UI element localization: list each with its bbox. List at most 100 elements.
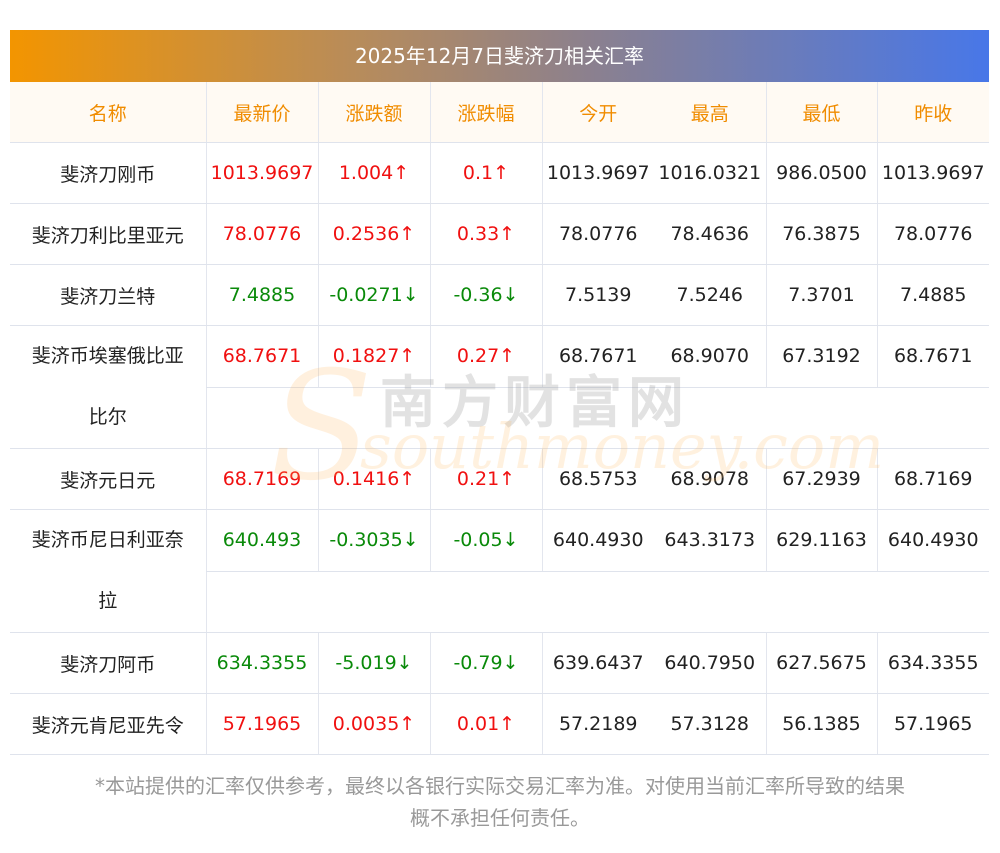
- currency-name-line: 斐济刀刚币: [60, 163, 156, 186]
- exchange-rate-table: 名称 最新价 涨跌额 涨跌幅 今开 最高 最低 昨收 斐济刀刚币 1013.969…: [10, 82, 989, 755]
- open-price: 78.0776: [541, 203, 654, 265]
- change-amount: -0.3035↓: [317, 509, 430, 572]
- prev-close: 640.4930: [876, 509, 989, 572]
- currency-name-line: 斐济刀兰特: [60, 285, 156, 308]
- high-price: 7.5246: [654, 264, 766, 326]
- header-latest: 最新价: [205, 82, 318, 143]
- open-price: 68.5753: [541, 448, 654, 510]
- change-percent: 0.1↑: [429, 142, 542, 204]
- open-price: 68.7671: [541, 325, 654, 388]
- header-low: 最低: [765, 82, 877, 143]
- latest-price: 634.3355: [205, 632, 318, 694]
- header-prev-close: 昨收: [876, 82, 989, 143]
- currency-name-line: 斐济币尼日利亚奈: [31, 529, 184, 551]
- change-amount: 0.0035↑: [317, 693, 430, 755]
- high-price: 68.9078: [654, 448, 766, 510]
- latest-price: 640.493: [205, 509, 318, 572]
- currency-name: 斐济刀利比里亚元: [10, 203, 206, 265]
- low-price: 7.3701: [765, 264, 877, 326]
- high-price: 68.9070: [654, 325, 766, 388]
- header-high: 最高: [654, 82, 766, 143]
- table-row: 斐济刀刚币 1013.9697 1.004↑ 0.1↑ 1013.9697 1016.03…: [10, 142, 989, 204]
- disclaimer-line-1: *本站提供的汇率仅供参考，最终以各银行实际交易汇率为准。对使用当前汇率所导致的结…: [95, 774, 905, 798]
- change-amount: 0.1827↑: [317, 325, 430, 388]
- change-amount: 1.004↑: [317, 142, 430, 204]
- prev-close: 1013.9697: [876, 142, 989, 204]
- prev-close: 7.4885: [876, 264, 989, 326]
- low-price: 76.3875: [765, 203, 877, 265]
- header-open: 今开: [541, 82, 654, 143]
- table-row: 斐济刀利比里亚元 78.0776 0.2536↑ 0.33↑ 78.0776 78.463…: [10, 203, 989, 265]
- change-percent: 0.33↑: [429, 203, 542, 265]
- low-price: 67.3192: [765, 325, 877, 388]
- table-header-row: 名称 最新价 涨跌额 涨跌幅 今开 最高 最低 昨收: [10, 82, 989, 143]
- change-percent: 0.27↑: [429, 325, 542, 388]
- header-percent: 涨跌幅: [429, 82, 542, 143]
- prev-close: 78.0776: [876, 203, 989, 265]
- high-price: 78.4636: [654, 203, 766, 265]
- open-price: 1013.9697: [541, 142, 654, 204]
- latest-price: 7.4885: [205, 264, 318, 326]
- open-price: 639.6437: [541, 632, 654, 694]
- change-percent: 0.21↑: [429, 448, 542, 510]
- change-amount: -0.0271↓: [317, 264, 430, 326]
- low-price: 67.2939: [765, 448, 877, 510]
- currency-name-line: 斐济币埃塞俄比亚: [31, 345, 184, 367]
- table-row-continuation: [10, 387, 989, 449]
- table-row: 斐济刀阿币 634.3355 -5.019↓ -0.79↓ 639.6437 640.79…: [10, 632, 989, 694]
- disclaimer: *本站提供的汇率仅供参考，最终以各银行实际交易汇率为准。对使用当前汇率所导致的结…: [0, 770, 1000, 834]
- high-price: 1016.0321: [654, 142, 766, 204]
- currency-name: 斐济刀兰特: [10, 264, 206, 326]
- empty-cell: [205, 387, 989, 449]
- currency-name: 斐济刀刚币: [10, 142, 206, 204]
- currency-name-line: 斐济刀利比里亚元: [31, 224, 184, 247]
- open-price: 640.4930: [541, 509, 654, 572]
- currency-name-line: 斐济元肯尼亚先令: [31, 714, 184, 737]
- latest-price: 78.0776: [205, 203, 318, 265]
- currency-name: 斐济刀阿币: [10, 632, 206, 694]
- latest-price: 68.7169: [205, 448, 318, 510]
- page-title: 2025年12月7日斐济刀相关汇率: [10, 30, 989, 82]
- change-amount: 0.2536↑: [317, 203, 430, 265]
- currency-name: 斐济币尼日利亚奈拉: [10, 509, 206, 633]
- open-price: 57.2189: [541, 693, 654, 755]
- currency-name: 斐济币埃塞俄比亚 比尔: [10, 325, 206, 449]
- prev-close: 68.7169: [876, 448, 989, 510]
- low-price: 629.1163: [765, 509, 877, 572]
- change-percent: -0.05↓: [429, 509, 542, 572]
- disclaimer-line-2: 概不承担任何责任。: [410, 806, 590, 830]
- high-price: 57.3128: [654, 693, 766, 755]
- currency-name-line: 斐济元日元: [60, 469, 156, 492]
- table-row: 斐济刀兰特 7.4885 -0.0271↓ -0.36↓ 7.5139 7.5246 7.3…: [10, 264, 989, 326]
- high-price: 643.3173: [654, 509, 766, 572]
- latest-price: 1013.9697: [205, 142, 318, 204]
- table-row-continuation: [10, 571, 989, 633]
- high-price: 640.7950: [654, 632, 766, 694]
- low-price: 56.1385: [765, 693, 877, 755]
- low-price: 627.5675: [765, 632, 877, 694]
- prev-close: 68.7671: [876, 325, 989, 388]
- latest-price: 57.1965: [205, 693, 318, 755]
- table-row: 斐济元肯尼亚先令 57.1965 0.0035↑ 0.01↑ 57.2189 57.312…: [10, 693, 989, 755]
- header-name: 名称: [10, 82, 206, 143]
- low-price: 986.0500: [765, 142, 877, 204]
- currency-name-line: 比尔: [88, 406, 127, 428]
- change-percent: -0.79↓: [429, 632, 542, 694]
- empty-cell: [205, 571, 989, 633]
- change-amount: -5.019↓: [317, 632, 430, 694]
- currency-name: 斐济元肯尼亚先令: [10, 693, 206, 755]
- currency-name-line: 拉: [98, 590, 118, 612]
- header-change: 涨跌额: [317, 82, 430, 143]
- open-price: 7.5139: [541, 264, 654, 326]
- prev-close: 57.1965: [876, 693, 989, 755]
- latest-price: 68.7671: [205, 325, 318, 388]
- table-row: 斐济元日元 68.7169 0.1416↑ 0.21↑ 68.5753 68.9078 67…: [10, 448, 989, 510]
- change-amount: 0.1416↑: [317, 448, 430, 510]
- change-percent: -0.36↓: [429, 264, 542, 326]
- table-row: 斐济币尼日利亚奈拉 640.493 -0.3035↓ -0.05↓ 640.4930 64…: [10, 509, 989, 633]
- currency-name-line: 斐济刀阿币: [60, 653, 156, 676]
- prev-close: 634.3355: [876, 632, 989, 694]
- change-percent: 0.01↑: [429, 693, 542, 755]
- currency-name: 斐济元日元: [10, 448, 206, 510]
- table-row: 斐济币埃塞俄比亚 比尔 68.7671 0.1827↑ 0.27↑ 68.7671 68.9…: [10, 325, 989, 449]
